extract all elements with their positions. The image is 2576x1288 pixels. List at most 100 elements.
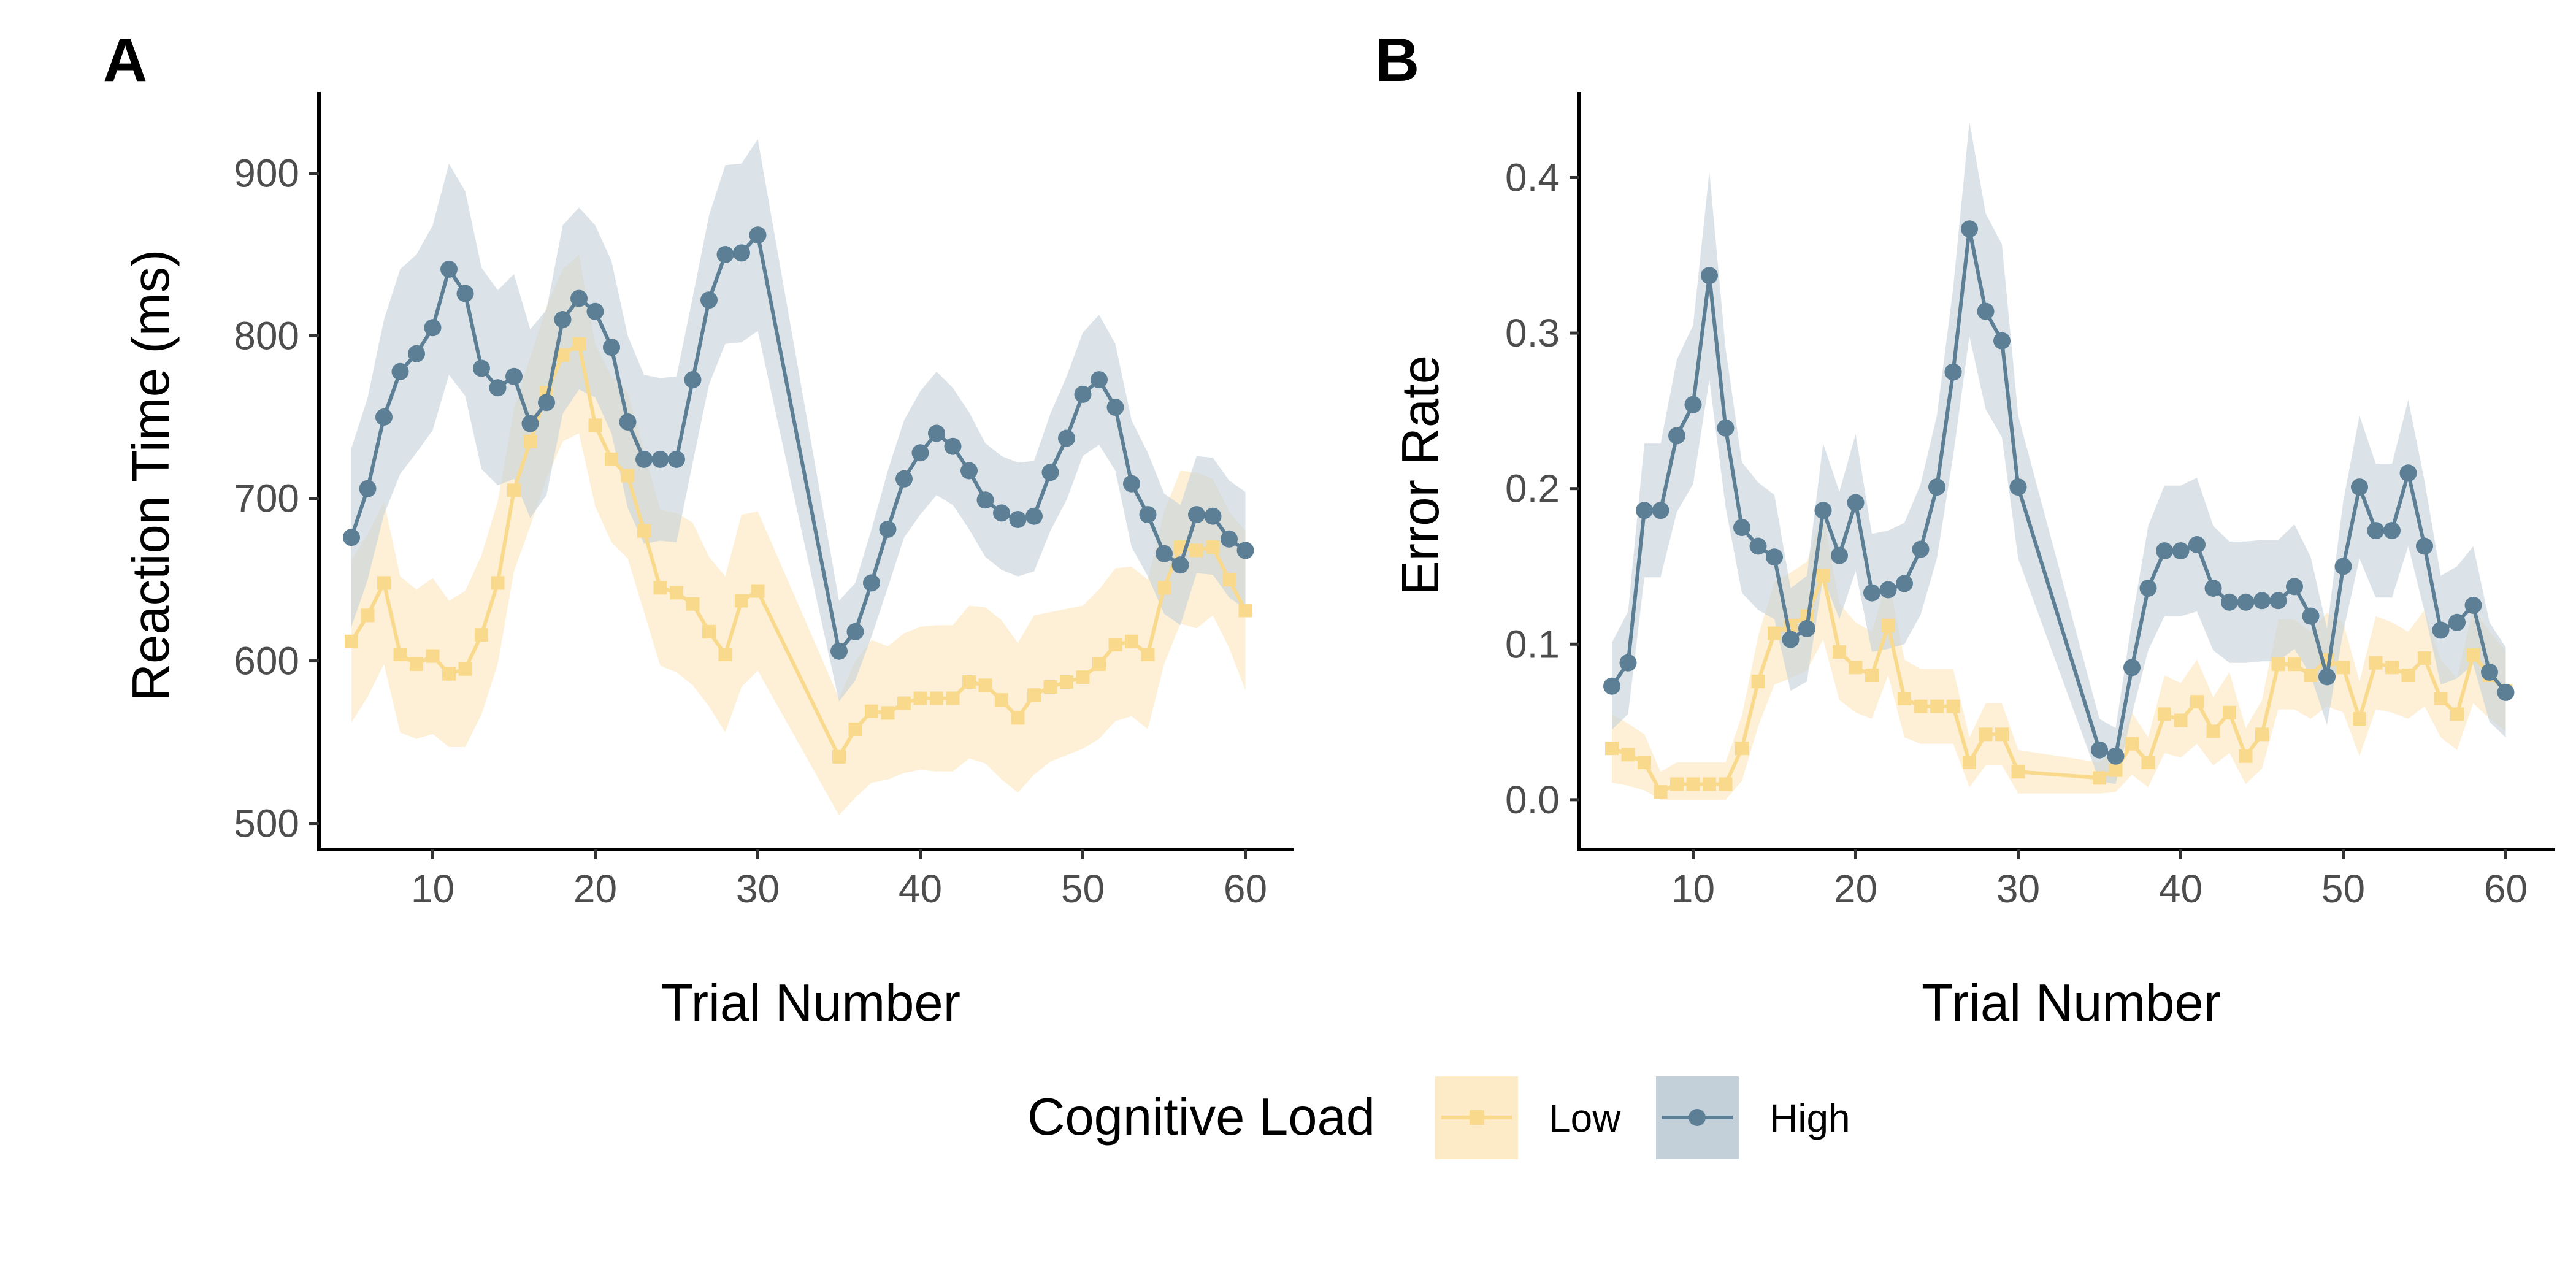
chart-a-point-high <box>570 289 588 307</box>
chart-a-point-high <box>1074 385 1092 403</box>
chart-a-point-low <box>345 634 358 648</box>
chart-b-point-high <box>2464 596 2482 614</box>
chart-b-x-tick-label: 40 <box>2159 867 2202 911</box>
chart-a-point-low <box>670 586 683 600</box>
chart-a-point-low <box>946 691 960 705</box>
chart-a-point-low <box>393 648 407 661</box>
chart-b-point-low <box>2109 763 2123 777</box>
chart-a-x-tick-label: 60 <box>1224 867 1267 911</box>
chart-b-point-high <box>1766 548 1783 566</box>
chart-a-point-low <box>475 628 488 642</box>
chart-b-point-high <box>1928 478 1945 496</box>
chart-b-point-high <box>2107 747 2125 765</box>
chart-a-point-low <box>1222 573 1236 587</box>
chart-a-point-low <box>1141 648 1155 661</box>
chart-b-line-high <box>1610 227 2507 758</box>
chart-a-point-high <box>1221 530 1238 548</box>
chart-a-x-tick-label: 20 <box>573 867 617 911</box>
chart-b-point-low <box>2434 692 2448 705</box>
chart-a-line-low <box>350 342 1248 759</box>
chart-b-point-high <box>1717 419 1735 437</box>
panel-a-reaction-time-chart: A 10 20 30 40 50 60 500 600 700 800 900 Trial Numb… <box>103 26 1294 1032</box>
chart-a-point-high <box>456 285 474 302</box>
panel-b-error-rate-chart: B 10 20 30 40 50 60 0.0 0.1 0.2 0.3 0.4 Trial Numb… <box>1375 26 2555 1032</box>
panel-letter-b: B <box>1375 26 1419 94</box>
chart-b-point-low <box>1881 618 1895 632</box>
chart-a-point-low <box>702 624 716 638</box>
chart-b-ribbon-high <box>1612 121 2506 784</box>
chart-b-point-high <box>2237 593 2255 611</box>
chart-b-point-high <box>2351 478 2368 496</box>
chart-b-point-high <box>1684 396 1702 413</box>
chart-a-line-high <box>350 233 1247 653</box>
chart-b-point-low <box>1995 727 2009 742</box>
chart-b-point-high <box>2416 537 2433 555</box>
chart-a-point-high <box>505 367 523 385</box>
chart-b-point-high <box>1733 519 1750 537</box>
chart-a-point-high <box>830 642 848 660</box>
chart-b-point-low <box>1865 669 1879 682</box>
chart-a-point-high <box>343 529 360 546</box>
chart-a-point-low <box>556 348 570 362</box>
chart-a-point-low <box>458 662 472 676</box>
chart-b-point-high <box>2091 741 2108 759</box>
chart-b-y-tick-label: 0.4 <box>1505 155 1560 199</box>
chart-a-point-high <box>716 246 734 263</box>
chart-a-point-low <box>735 594 748 608</box>
chart-b-point-high <box>2221 593 2238 611</box>
chart-b-point-high <box>2497 683 2515 701</box>
chart-b-x-tick-label: 20 <box>1834 867 1877 911</box>
chart-a-point-low <box>832 749 846 764</box>
chart-a-point-high <box>993 504 1010 522</box>
chart-b-point-high <box>2009 478 2027 496</box>
chart-a-point-low <box>995 693 1008 707</box>
chart-a-point-low <box>361 608 375 623</box>
chart-b-y-tick-label: 0.0 <box>1505 778 1560 822</box>
chart-a-point-low <box>865 704 878 718</box>
legend-key-high <box>1656 1076 1739 1159</box>
chart-a-point-low <box>377 576 391 590</box>
chart-a-point-low <box>572 337 586 351</box>
chart-a-point-low <box>1125 634 1138 648</box>
y-axis-title-b: Error Rate <box>1392 355 1450 596</box>
chart-b-point-low <box>2125 737 2139 751</box>
chart-b-point-low <box>1686 777 1700 791</box>
chart-a-point-high <box>635 450 653 468</box>
chart-a-y-tick-label: 800 <box>234 314 299 358</box>
chart-a-point-high <box>895 470 913 488</box>
chart-b-point-low <box>1703 777 1716 791</box>
chart-b-y-tick-label: 0.3 <box>1505 311 1560 355</box>
chart-a-point-low <box>507 483 521 497</box>
chart-b-point-high <box>1912 540 1930 558</box>
chart-a-point-high <box>391 362 409 380</box>
chart-a-point-low <box>637 524 651 538</box>
chart-b-point-low <box>2255 727 2269 742</box>
chart-b-point-low <box>2239 749 2253 763</box>
chart-b-point-low <box>2093 771 2106 785</box>
chart-a-point-low <box>1043 680 1057 694</box>
chart-a-y-tick-label: 700 <box>234 477 299 521</box>
chart-a-point-high <box>619 413 637 431</box>
chart-b-point-high <box>1863 584 1880 602</box>
chart-b-point-high <box>1668 427 1685 445</box>
legend-label-high: High <box>1769 1096 1850 1140</box>
chart-b-point-low <box>2450 707 2464 721</box>
chart-a-point-high <box>1058 429 1075 447</box>
chart-b-point-low <box>2158 707 2171 721</box>
chart-a-point-low <box>962 675 976 689</box>
chart-b-line-low <box>1611 573 2507 794</box>
chart-b-point-low <box>2141 756 2155 769</box>
chart-a-point-low <box>442 667 456 681</box>
chart-b-point-low <box>1621 748 1635 762</box>
chart-a-point-low <box>426 649 440 663</box>
chart-b-x-tick-label: 30 <box>1996 867 2040 911</box>
chart-b-point-low <box>1654 785 1668 799</box>
chart-b-point-high <box>1944 363 1962 381</box>
chart-b-point-high <box>1961 220 1978 238</box>
chart-b-point-low <box>2418 651 2431 665</box>
legend-key-low <box>1435 1076 1518 1159</box>
chart-b-point-low <box>2174 713 2188 727</box>
chart-a-point-high <box>1171 556 1189 574</box>
chart-b-point-high <box>2123 659 2141 677</box>
chart-b-point-high <box>2448 613 2466 631</box>
